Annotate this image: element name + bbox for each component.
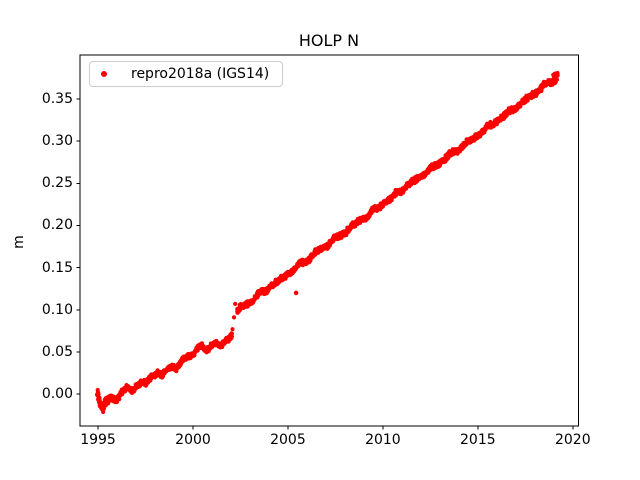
y-axis-label: m	[11, 235, 27, 249]
legend-label: repro2018a (IGS14)	[131, 66, 270, 82]
x-tick-label: 2020	[554, 432, 591, 448]
scatter-series	[95, 70, 560, 415]
y-tick-label: 0.10	[41, 301, 73, 318]
legend: repro2018a (IGS14)	[89, 61, 284, 87]
axes-frame	[76, 54, 579, 430]
y-tick-label: 0.35	[41, 91, 73, 107]
y-tick-label: 0.20	[41, 217, 73, 234]
y-tick-label: 0.00	[41, 386, 73, 403]
y-tick-label: 0.05	[41, 343, 73, 360]
x-tick-label: 2010	[365, 432, 401, 448]
x-tick-label: 2015	[460, 432, 496, 448]
y-tick-label: 0.30	[41, 133, 73, 150]
x-tick-label: 1995	[80, 432, 116, 448]
y-tick-label: 0.15	[41, 259, 73, 276]
legend-marker-icon	[101, 71, 107, 77]
y-tick-label: 0.25	[41, 175, 73, 192]
chart-title: HOLP N	[298, 31, 360, 50]
x-tick-label: 2005	[270, 432, 306, 448]
x-tick-label: 2000	[175, 432, 211, 448]
